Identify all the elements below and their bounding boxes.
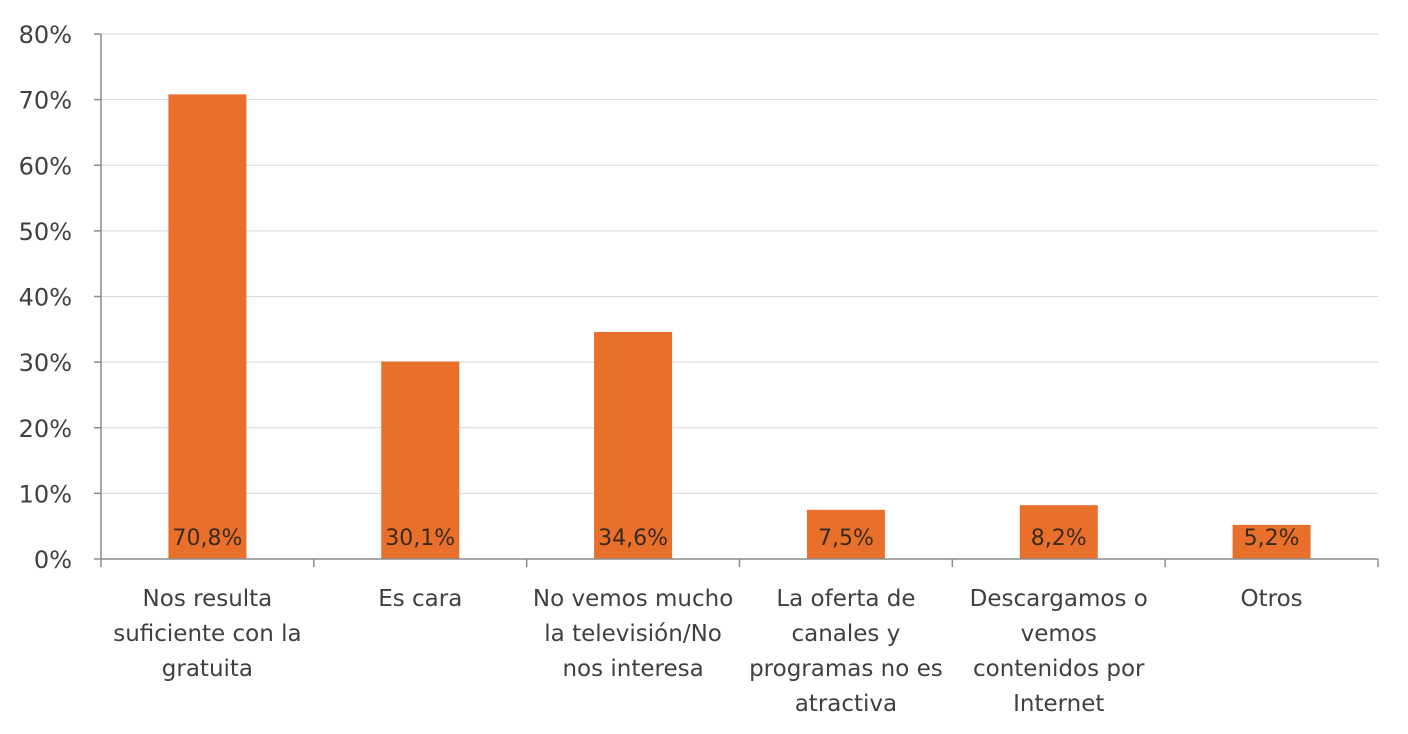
x-category-label: Nos resulta suficiente con la gratuita [113,586,301,682]
bar [1019,505,1098,559]
category-labels: Nos resulta suficiente con la gratuita Es c… [113,586,1302,717]
data-labels: 70,8% 30,1% 34,6% 7,5% 8,2% 5,2% [172,526,1299,551]
y-tick-label: 20% [19,415,72,443]
x-category-label: La oferta de canales y programas no es atra… [749,586,943,717]
bar [168,94,247,559]
gridlines [101,33,1378,494]
x-category-label: Es cara [378,586,462,612]
data-label: 70,8% [172,526,242,551]
y-tick-label: 60% [19,152,72,180]
bar [806,509,885,559]
y-tick-label: 30% [19,349,72,377]
data-label: 7,5% [818,526,874,551]
y-tick-labels: 0% 10% 20% 30% 40% 50% 60% 70% 80% [19,21,72,574]
data-label: 34,6% [598,526,668,551]
axes [94,33,1379,567]
y-tick-label: 40% [19,284,72,312]
data-label: 30,1% [385,526,455,551]
bar [594,331,673,559]
data-label: 5,2% [1244,526,1300,551]
y-tick-label: 0% [34,546,72,574]
y-tick-label: 10% [19,480,72,508]
bars [168,94,1311,559]
data-label: 8,2% [1031,526,1087,551]
y-tick-label: 50% [19,218,72,246]
x-category-label: No vemos mucho la televisión/No nos intere… [533,586,733,682]
x-category-label: Descargamos o vemos contenidos por Internet [970,586,1148,717]
y-tick-label: 80% [19,21,72,49]
bar [381,361,460,559]
x-category-label: Otros [1241,586,1303,612]
bar [1232,524,1311,559]
y-tick-label: 70% [19,87,72,115]
